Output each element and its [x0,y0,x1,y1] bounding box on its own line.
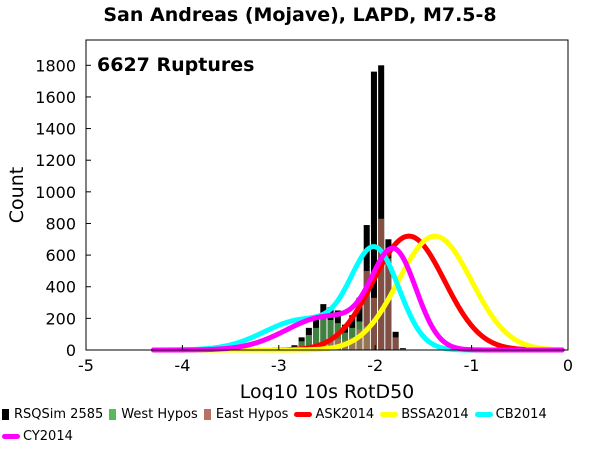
cy2014-swatch [2,433,20,439]
legend-row-1: RSQSim 2585 West Hypos East Hypos ASK201… [0,403,600,425]
legend-label-bssa2014: BSSA2014 [401,406,469,422]
chart-legend: RSQSim 2585 West Hypos East Hypos ASK201… [0,403,600,450]
legend-item-cy2014: CY2014 [2,429,73,444]
east-hypos-bar [392,337,399,350]
legend-item-east-hypos: East Hypos [203,406,289,422]
west-hypos-bar [327,319,334,350]
legend-label-west-hypos: West Hypos [121,406,198,422]
east-hypos-bar [378,218,385,350]
legend-item-ask2014: ASK2014 [294,407,374,422]
east-hypos-bar [327,340,334,350]
legend-item-rsqsim: RSQSim 2585 [2,407,103,422]
legend-label-east-hypos: East Hypos [215,406,289,422]
legend-row-2: CY2014 [0,425,600,447]
y-tick-label: 800 [45,214,76,233]
chart-title: San Andreas (Mojave), LAPD, M7.5-8 [103,4,496,26]
y-tick-label: 200 [45,309,76,328]
west-hypos-bar [298,341,305,350]
x-tick-label: -4 [174,356,190,375]
legend-item-bssa2014: BSSA2014 [380,406,469,422]
cb2014-swatch [474,411,493,417]
histogram-chart: San Andreas (Mojave), LAPD, M7.5-8 -5 -4-… [6,4,573,400]
y-axis-label: Count [6,167,28,223]
x-axis-label: Log10 10s RotD50 [240,381,415,400]
legend-label-cb2014: CB2014 [495,406,547,422]
rsqsim-2585-bar [378,65,385,350]
x-tick-label: 0 [563,356,573,375]
x-tick-label: -1 [464,356,480,375]
y-tick-label: 600 [45,246,76,265]
west-hypos-swatch [109,408,117,420]
legend-item-west-hypos: West Hypos [109,407,198,422]
x-tick-label: -3 [271,356,287,375]
east-hypos-swatch [203,408,211,420]
west-hypos-bar [313,327,320,350]
east-hypos-bar [363,270,370,350]
y-tick-label: 1000 [35,183,76,202]
east-hypos-bar [356,329,363,350]
rsqsim-swatch [2,408,9,420]
x-tick-label: -5 [78,356,94,375]
y-tick-label: 1200 [35,151,76,170]
x-tick-label: -2 [367,356,383,375]
rupture-count-annotation: 6627 Ruptures [97,54,254,76]
y-tick-label: 1600 [35,88,76,107]
ask2014-swatch [294,411,313,417]
legend-label-rsqsim: RSQSim 2585 [14,406,104,422]
plot-frame [85,39,569,351]
rsqsim-2585-bar [370,71,377,350]
y-tick-label: 1800 [35,56,76,75]
y-tick-label: 0 [66,341,76,360]
east-hypos-bar [399,348,406,350]
legend-label-cy2014: CY2014 [23,428,73,444]
legend-item-cb2014: CB2014 [474,406,547,422]
y-tick-label: 400 [45,278,76,297]
bssa2014-swatch [380,411,399,417]
y-tick-label: 1400 [35,120,76,139]
axes-layer: -5 -4 -3 -2 -1 0 0 200 400 600 800 1000 1200 1400 1600… [35,56,573,375]
west-hypos-bar [320,318,327,350]
west-hypos-bar [305,334,312,350]
legend-label-ask2014: ASK2014 [315,406,375,422]
